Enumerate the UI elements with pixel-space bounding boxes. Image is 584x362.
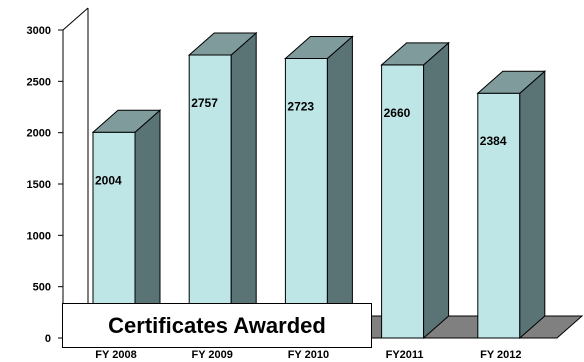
chart-frame <box>62 7 89 338</box>
x-category-label: FY 2012 <box>480 349 521 361</box>
bar-data-label: 2004 <box>95 173 122 187</box>
bar-data-label: 2660 <box>384 106 411 120</box>
bar-front <box>477 92 521 339</box>
x-category-label: FY 2010 <box>288 349 329 361</box>
bar-front <box>381 64 425 339</box>
y-axis-ticks: 0 500 1000 1500 2000 2500 3000 <box>27 25 63 345</box>
x-category-label: FY 2009 <box>192 349 233 361</box>
bar-side <box>519 70 546 340</box>
bar: 2723 <box>284 35 354 340</box>
bar-front <box>284 57 328 339</box>
bar: 2384 <box>476 70 547 340</box>
bar-data-label: 2757 <box>191 96 218 110</box>
y-tick-label: 2500 <box>27 76 51 88</box>
y-tick-label: 1000 <box>27 230 51 242</box>
bar-top <box>380 42 450 66</box>
y-tick-label: 0 <box>45 333 51 345</box>
bar-side <box>423 41 450 340</box>
wall-top-left-edge <box>62 7 89 31</box>
y-tick-label: 2000 <box>27 128 51 140</box>
chart-title: Certificates Awarded <box>108 312 326 338</box>
bar-data-label: 2384 <box>480 134 507 148</box>
x-category-label: FY 2008 <box>95 349 136 361</box>
x-axis-labels: FY 2008 FY 2009 FY 2010 FY2011 FY 2012 <box>95 349 521 361</box>
x-category-label: FY2011 <box>386 349 424 361</box>
bars: 2004 2757 2723 2660 2384 <box>91 31 547 340</box>
bar-top <box>187 32 258 56</box>
y-tick-label: 3000 <box>27 25 51 37</box>
bar-side <box>326 35 353 340</box>
bar-side <box>230 31 257 340</box>
bar-data-label: 2723 <box>287 99 314 113</box>
chart-title-box: Certificates Awarded <box>62 303 372 348</box>
bar-top <box>284 35 354 59</box>
y-tick-label: 1500 <box>27 179 51 191</box>
bar-top <box>476 70 547 94</box>
bar: 2757 <box>187 31 258 340</box>
bar-top <box>91 109 162 133</box>
bar: 2660 <box>380 41 450 340</box>
y-tick-label: 500 <box>33 282 51 294</box>
